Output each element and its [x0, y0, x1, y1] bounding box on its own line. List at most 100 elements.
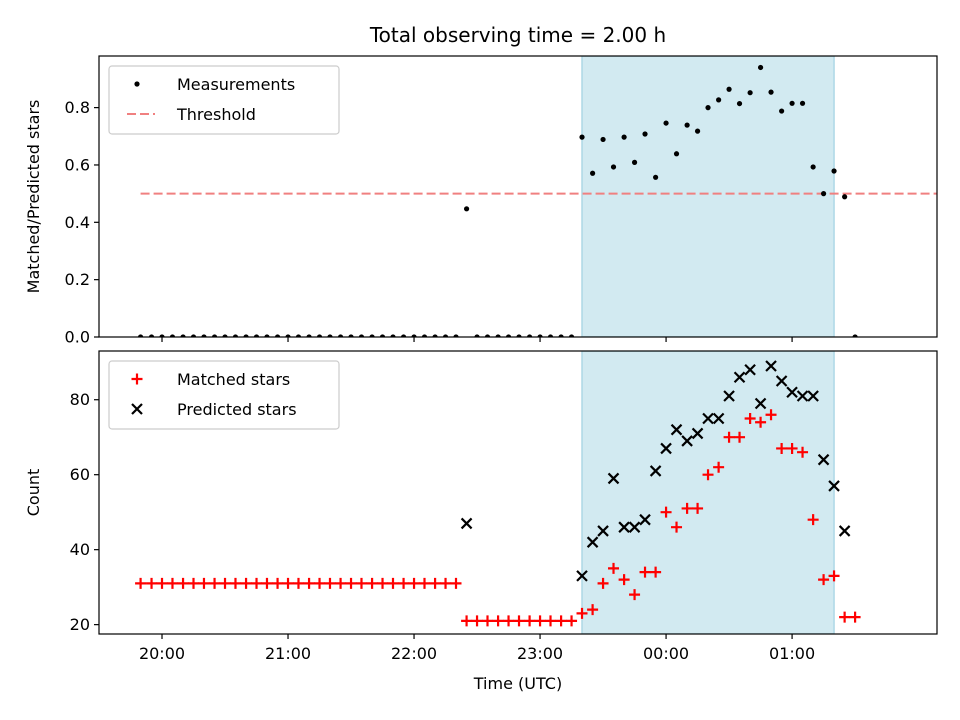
- data-point: [705, 105, 711, 111]
- data-point: [754, 397, 767, 410]
- data-point: [369, 334, 375, 337]
- count-panel: 20 40 60 80 20:00 21:00 22:00 23:00 00:00 01:00 Co…: [24, 350, 938, 693]
- data-point: [251, 577, 263, 589]
- legend: Matched stars Predicted stars: [108, 360, 340, 430]
- y-tick-label: 0.6: [65, 155, 90, 174]
- data-point: [555, 615, 567, 627]
- data-point: [345, 577, 357, 589]
- data-point: [568, 334, 575, 337]
- data-point: [137, 334, 144, 337]
- data-point: [786, 386, 798, 399]
- data-point: [482, 615, 494, 627]
- chart-title: Total observing time = 2.00 h: [369, 23, 666, 47]
- data-point: [618, 574, 630, 586]
- y-tick-label: 40: [70, 540, 90, 559]
- data-point: [642, 131, 648, 137]
- y-tick-label: 0.2: [65, 270, 90, 289]
- series-matched-stars: [135, 409, 861, 627]
- x-tick-label: 23:00: [517, 644, 563, 663]
- data-point: [600, 136, 606, 143]
- data-point: [838, 525, 851, 537]
- data-point: [818, 574, 830, 586]
- data-point: [503, 615, 515, 627]
- data-point: [198, 577, 210, 589]
- data-point: [747, 90, 753, 96]
- data-point: [650, 566, 662, 578]
- plot-area: [137, 56, 937, 337]
- data-point: [135, 577, 147, 589]
- data-point: [484, 334, 491, 337]
- legend-marker: [134, 81, 140, 87]
- x-tick-label: 22:00: [391, 644, 437, 663]
- x-tick-label: 01:00: [769, 644, 815, 663]
- data-point: [314, 577, 326, 589]
- legend-label: Predicted stars: [177, 400, 297, 419]
- data-point: [327, 334, 333, 337]
- x-axis-label: Time (UTC): [473, 674, 562, 693]
- data-point: [188, 577, 200, 589]
- data-point: [177, 577, 189, 589]
- data-point: [264, 334, 270, 337]
- data-point: [156, 577, 168, 589]
- data-point: [547, 334, 554, 337]
- series-measurements: [137, 64, 858, 337]
- data-point: [348, 334, 354, 337]
- data-point: [629, 589, 641, 601]
- data-point: [590, 170, 596, 176]
- data-point: [681, 502, 693, 514]
- data-point: [377, 577, 389, 589]
- data-point: [261, 577, 273, 589]
- data-point: [495, 334, 501, 337]
- data-point: [358, 334, 365, 337]
- data-point: [524, 615, 536, 627]
- data-point: [411, 334, 417, 337]
- data-point: [400, 334, 407, 337]
- data-point: [799, 100, 806, 106]
- data-point: [253, 334, 260, 337]
- data-point: [505, 334, 512, 337]
- data-point: [461, 615, 473, 627]
- data-point: [169, 334, 176, 337]
- data-point: [733, 371, 746, 384]
- data-point: [180, 334, 186, 337]
- data-point: [418, 577, 430, 589]
- data-point: [285, 334, 291, 337]
- data-point: [608, 562, 620, 574]
- data-point: [337, 334, 344, 337]
- data-point: [796, 390, 809, 402]
- data-point: [272, 577, 284, 589]
- data-point: [607, 472, 620, 485]
- series-predicted-stars: [460, 360, 851, 582]
- data-point: [757, 64, 764, 71]
- data-point: [776, 442, 788, 454]
- data-point: [639, 513, 651, 526]
- ratio-panel: 0.0 0.2 0.4 0.6 0.8 Matched/Predicted stars Me…: [24, 55, 938, 347]
- data-point: [831, 168, 837, 174]
- legend-label: Matched stars: [177, 370, 290, 389]
- data-point: [807, 390, 819, 402]
- data-point: [526, 334, 533, 337]
- data-point: [691, 427, 704, 440]
- data-point: [744, 363, 756, 376]
- data-point: [810, 164, 816, 170]
- data-point: [852, 334, 858, 337]
- legend-box: [108, 65, 340, 135]
- data-point: [355, 577, 367, 589]
- data-point: [586, 536, 599, 548]
- data-point: [421, 334, 428, 337]
- data-point: [390, 334, 396, 337]
- data-point: [211, 334, 218, 337]
- data-point: [282, 577, 294, 589]
- data-point: [587, 604, 599, 616]
- data-point: [274, 334, 281, 337]
- data-point: [797, 446, 809, 458]
- data-point: [671, 521, 683, 533]
- data-point: [723, 390, 735, 402]
- data-point: [723, 431, 735, 443]
- data-point: [576, 607, 588, 619]
- data-point: [828, 570, 840, 582]
- data-point: [713, 461, 725, 473]
- axes-frame: [98, 55, 938, 338]
- data-point: [849, 611, 861, 623]
- data-point: [379, 334, 386, 337]
